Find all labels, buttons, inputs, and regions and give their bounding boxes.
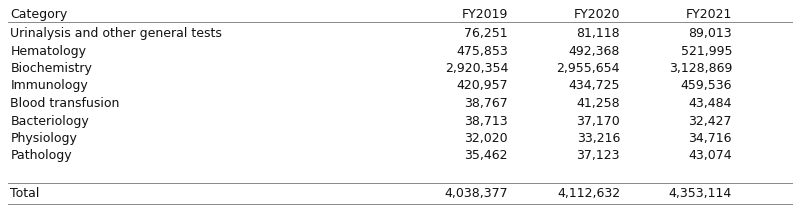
Text: Physiology: Physiology (10, 132, 78, 145)
Text: 475,853: 475,853 (456, 45, 508, 57)
Text: 38,767: 38,767 (464, 97, 508, 110)
Text: 4,353,114: 4,353,114 (669, 187, 732, 200)
Text: Immunology: Immunology (10, 79, 88, 93)
Text: Category: Category (10, 8, 68, 21)
Text: 434,725: 434,725 (569, 79, 620, 93)
Text: 521,995: 521,995 (681, 45, 732, 57)
Text: 35,462: 35,462 (465, 149, 508, 163)
Text: FY2021: FY2021 (686, 8, 732, 21)
Text: 34,716: 34,716 (689, 132, 732, 145)
Text: 41,258: 41,258 (576, 97, 620, 110)
Text: Hematology: Hematology (10, 45, 86, 57)
Text: Urinalysis and other general tests: Urinalysis and other general tests (10, 27, 222, 40)
Text: FY2020: FY2020 (574, 8, 620, 21)
Text: FY2019: FY2019 (462, 8, 508, 21)
Text: Biochemistry: Biochemistry (10, 62, 92, 75)
Text: 32,427: 32,427 (689, 115, 732, 127)
Text: 89,013: 89,013 (688, 27, 732, 40)
Text: 32,020: 32,020 (464, 132, 508, 145)
Text: 2,955,654: 2,955,654 (557, 62, 620, 75)
Text: 43,484: 43,484 (689, 97, 732, 110)
Text: 2,920,354: 2,920,354 (445, 62, 508, 75)
Text: 4,038,377: 4,038,377 (444, 187, 508, 200)
Text: 459,536: 459,536 (681, 79, 732, 93)
Text: 420,957: 420,957 (456, 79, 508, 93)
Text: 43,074: 43,074 (688, 149, 732, 163)
Text: 33,216: 33,216 (577, 132, 620, 145)
Text: 4,112,632: 4,112,632 (557, 187, 620, 200)
Text: 81,118: 81,118 (576, 27, 620, 40)
Text: 37,123: 37,123 (577, 149, 620, 163)
Text: 38,713: 38,713 (464, 115, 508, 127)
Text: 3,128,869: 3,128,869 (669, 62, 732, 75)
Text: 76,251: 76,251 (464, 27, 508, 40)
Text: Pathology: Pathology (10, 149, 72, 163)
Text: 37,170: 37,170 (576, 115, 620, 127)
Text: Blood transfusion: Blood transfusion (10, 97, 120, 110)
Text: Total: Total (10, 187, 40, 200)
Text: 492,368: 492,368 (569, 45, 620, 57)
Text: Bacteriology: Bacteriology (10, 115, 89, 127)
